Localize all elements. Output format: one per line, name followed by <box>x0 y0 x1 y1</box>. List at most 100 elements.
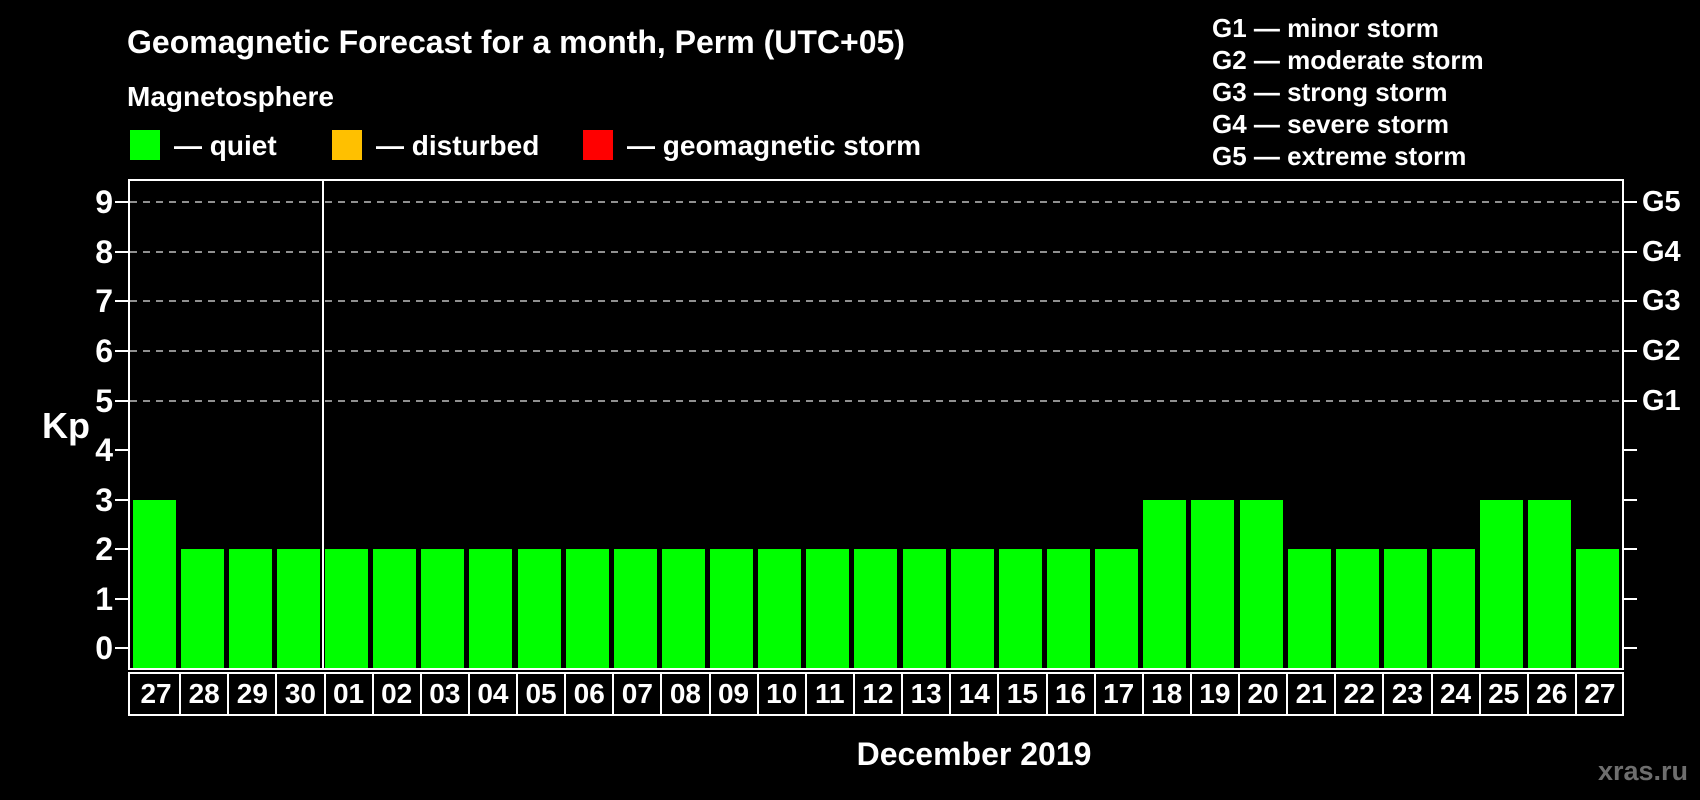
day-cell-divider <box>1526 674 1529 714</box>
right-tick-8 <box>1624 250 1637 253</box>
day-cell-divider <box>227 674 230 714</box>
bar-day-13 <box>902 549 946 668</box>
day-cell-divider <box>179 674 182 714</box>
day-label-cell: 01 <box>332 678 365 709</box>
bar-day-27 <box>132 499 176 668</box>
right-tick-5 <box>1624 399 1637 402</box>
bar-day-24 <box>1432 549 1476 668</box>
left-tick-1 <box>115 597 128 600</box>
y-tick-label-6: 6 <box>95 332 113 369</box>
day-cell-divider <box>1238 674 1240 714</box>
day-cell-divider <box>419 674 422 714</box>
y-tick-label-5: 5 <box>95 382 113 419</box>
day-label-cell: 09 <box>717 678 750 709</box>
day-cell-divider <box>1478 674 1481 714</box>
day-label-cell: 28 <box>188 678 220 709</box>
day-label-cell: 02 <box>381 678 413 709</box>
y-tick-label-9: 9 <box>95 184 113 221</box>
day-label-cell: 14 <box>958 678 990 709</box>
day-label-cell: 10 <box>766 678 798 709</box>
left-tick-0 <box>115 647 128 650</box>
day-label-cell: 29 <box>236 678 268 709</box>
gridline-kp9 <box>130 201 1622 204</box>
bar-day-10 <box>758 549 802 668</box>
day-cell-divider <box>949 674 952 714</box>
y-tick-label-0: 0 <box>95 630 113 667</box>
bar-day-22 <box>1335 549 1379 668</box>
bar-day-30 <box>276 549 320 668</box>
day-cell-divider <box>612 674 615 714</box>
day-cell-divider <box>371 674 374 714</box>
chart-title: Geomagnetic Forecast for a month, Perm (… <box>127 24 905 60</box>
right-tick-0 <box>1624 647 1637 650</box>
day-cell-divider <box>467 674 470 714</box>
storm-label: — geomagnetic storm <box>627 130 922 161</box>
g-axis-label-G2: G2 <box>1642 334 1681 367</box>
bar-day-07 <box>613 549 657 668</box>
g-axis-label-G5: G5 <box>1642 186 1681 219</box>
gridline-kp8 <box>130 250 1622 253</box>
quiet-swatch <box>130 130 160 160</box>
storm-swatch <box>583 130 613 160</box>
day-cell-divider <box>804 674 807 714</box>
gridline-kp7 <box>130 300 1622 303</box>
day-label-cell: 05 <box>525 678 557 709</box>
day-cell-divider <box>1382 674 1385 714</box>
day-label-cell: 11 <box>815 678 845 709</box>
month-separator-line <box>321 181 324 668</box>
bar-day-26 <box>1528 499 1572 668</box>
left-tick-7 <box>115 300 128 303</box>
day-label-cell: 25 <box>1488 678 1520 709</box>
bar-day-08 <box>661 549 705 668</box>
bar-day-25 <box>1480 499 1524 668</box>
day-cell-divider <box>564 674 567 714</box>
right-tick-2 <box>1624 548 1637 551</box>
plot-area-border <box>128 179 1624 670</box>
day-label-cell: 18 <box>1151 678 1183 709</box>
day-label-cell: 27 <box>140 678 172 709</box>
bar-day-06 <box>565 549 609 668</box>
day-label-cell: 17 <box>1103 678 1135 709</box>
day-cell-divider <box>660 674 663 714</box>
right-tick-4 <box>1624 449 1637 451</box>
left-tick-3 <box>115 498 128 501</box>
day-label-cell: 07 <box>621 678 653 709</box>
right-tick-3 <box>1624 498 1637 501</box>
day-cell-divider <box>1045 674 1048 714</box>
day-label-cell: 16 <box>1054 678 1087 709</box>
day-cell-divider <box>1430 674 1433 714</box>
gridline-kp5 <box>130 399 1622 402</box>
day-label-cell: 23 <box>1391 678 1424 709</box>
day-cell-divider <box>708 674 711 714</box>
bar-day-23 <box>1383 549 1427 668</box>
bar-day-16 <box>1047 549 1091 668</box>
day-label-cell: 22 <box>1343 678 1375 709</box>
day-label-cell: 24 <box>1439 678 1472 709</box>
y-tick-label-4: 4 <box>95 432 113 468</box>
bar-day-03 <box>421 549 465 668</box>
day-cell-divider <box>1574 674 1577 714</box>
day-label-cell: 19 <box>1199 678 1231 709</box>
right-tick-6 <box>1624 349 1637 352</box>
bar-day-20 <box>1239 499 1283 668</box>
bar-day-01 <box>325 549 369 668</box>
y-tick-label-1: 1 <box>95 580 113 617</box>
day-cell-divider <box>1334 674 1337 714</box>
day-label-cell: 30 <box>284 678 317 709</box>
day-cell-divider <box>997 674 1000 714</box>
bar-day-09 <box>710 549 754 668</box>
right-tick-1 <box>1624 597 1637 600</box>
bar-day-19 <box>1191 499 1235 668</box>
day-cell-divider <box>901 674 904 714</box>
day-cell-divider <box>275 674 278 714</box>
day-label-cell: 13 <box>910 678 942 709</box>
g2-legend-line: G2 — moderate storm <box>1212 45 1484 75</box>
disturbed-swatch <box>332 130 362 160</box>
day-cell-divider <box>323 674 326 714</box>
disturbed-label: — disturbed <box>376 130 540 161</box>
month-label: December 2019 <box>856 736 1092 772</box>
left-tick-6 <box>115 349 128 352</box>
day-label-cell: 27 <box>1584 678 1616 709</box>
g-axis-label-G4: G4 <box>1642 235 1681 268</box>
